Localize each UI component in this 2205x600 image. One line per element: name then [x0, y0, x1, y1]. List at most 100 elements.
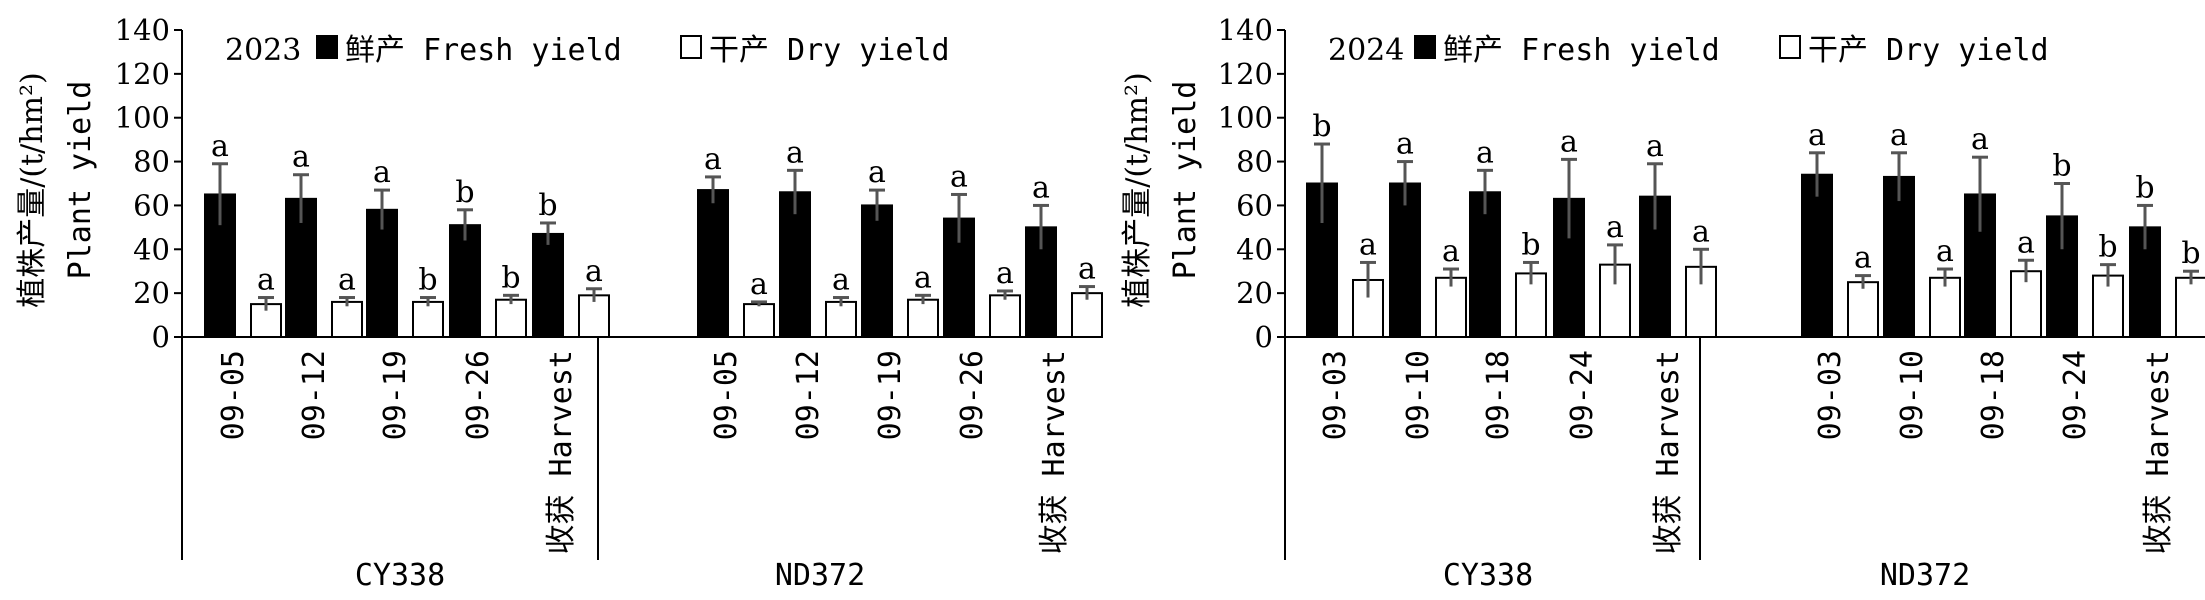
sig-letter-fresh: a [1808, 118, 1826, 153]
bar-dry [1599, 263, 1631, 338]
chart-panel-2024: 0 20 40 60 80 100 120 140 植株产量/(t/hm²) Plant yiel… [1120, 13, 2205, 593]
bar-dry [825, 300, 857, 338]
x-tick-label: 09-26 [461, 350, 496, 440]
group-label: CY338 [1443, 558, 1533, 593]
x-tick-label: 收获 Harvest [544, 350, 579, 555]
y-axis-label-cn: 植株产量/(t/hm²) [15, 72, 50, 307]
y-axis-label-cn: 植株产量/(t/hm²) [1120, 72, 1155, 307]
legend-dry-swatch [1779, 35, 1801, 59]
x-tick-label: 09-24 [1565, 350, 1600, 440]
sig-letter-fresh: a [211, 129, 229, 164]
sig-letter-dry: a [257, 263, 275, 298]
sig-letter-dry: b [418, 263, 437, 298]
legend-dry-label: 干产 Dry yield [1808, 33, 2049, 68]
x-tick-label: 09-03 [1318, 350, 1353, 440]
sig-letter-fresh: a [1560, 124, 1578, 159]
sig-letter-dry: a [1078, 252, 1096, 287]
bar-dry [1847, 281, 1879, 338]
bar-dry [989, 294, 1021, 339]
sig-letter-fresh: a [950, 159, 968, 194]
bar-dry [2175, 276, 2205, 338]
x-tick-label: 09-18 [1481, 350, 1516, 440]
sig-letter-dry: a [585, 254, 603, 289]
y-tick-label: 80 [1236, 145, 1273, 179]
x-tick-label: 09-12 [297, 350, 332, 440]
x-tick-label: 收获 Harvest [2141, 350, 2176, 555]
bar-fresh [1801, 173, 1833, 338]
x-tick-label: 09-10 [1895, 350, 1930, 440]
x-tick-label: 09-05 [216, 350, 251, 440]
sig-letter-dry: a [1936, 234, 1954, 269]
sig-letter-fresh: a [292, 140, 310, 175]
sig-letter-fresh: a [373, 155, 391, 190]
sig-letter-dry: a [832, 263, 850, 298]
bar-dry [578, 294, 610, 339]
bar-fresh [366, 208, 398, 338]
sig-letter-fresh: a [786, 135, 804, 170]
bar-fresh [1389, 182, 1421, 338]
bar-dry [743, 303, 775, 339]
sig-letter-fresh: b [538, 188, 557, 223]
sig-letter-fresh: a [704, 142, 722, 177]
y-tick-label: 120 [115, 57, 170, 91]
x-tick-label: 09-26 [955, 350, 990, 440]
sig-letter-dry: a [1606, 210, 1624, 245]
sig-letter-fresh: a [1890, 118, 1908, 153]
x-tick-label: 09-10 [1401, 350, 1436, 440]
y-tick-label: 0 [152, 320, 170, 354]
y-tick-label: 100 [1218, 101, 1273, 135]
bar-dry [907, 298, 939, 339]
sig-letter-dry: a [2017, 225, 2035, 260]
legend-fresh-label: 鲜产 Fresh yield [1443, 33, 1720, 68]
sig-letter-dry: b [1521, 227, 1540, 262]
bar-fresh [449, 224, 481, 339]
y-tick-label: 40 [133, 232, 170, 266]
sig-letter-fresh: b [1312, 109, 1331, 144]
x-tick-label: 09-03 [1813, 350, 1848, 440]
bar-fresh [861, 204, 893, 338]
group-label: ND372 [775, 558, 865, 593]
sig-letter-fresh: b [2135, 170, 2154, 205]
y-axis-label-en: Plant yield [1168, 81, 1203, 280]
bar-fresh [532, 232, 564, 338]
x-tick-label: 收获 Harvest [1037, 350, 1072, 555]
bar-dry [1435, 276, 1467, 338]
panel-year-label: 2024 [1328, 33, 1404, 68]
x-tick-label: 09-05 [709, 350, 744, 440]
sig-letter-dry: b [2181, 236, 2200, 271]
y-tick-label: 140 [1218, 13, 1273, 47]
y-tick-label: 20 [133, 276, 170, 310]
sig-letter-dry: b [501, 260, 520, 295]
legend-dry-swatch [680, 35, 702, 59]
y-tick-label: 60 [1236, 188, 1273, 222]
y-tick-label: 0 [1255, 320, 1273, 354]
chart-panel-2023: 0 20 40 60 80 100 120 140 植株产量/(t/hm²) Plant yiel… [15, 13, 1103, 593]
y-axis-label-en: Plant yield [63, 81, 98, 280]
legend-fresh-swatch [1414, 35, 1436, 59]
y-tick-label: 140 [115, 13, 170, 47]
x-tick-label: 09-18 [1976, 350, 2011, 440]
sig-letter-dry: a [996, 256, 1014, 291]
panel-year-label: 2023 [225, 33, 301, 68]
sig-letter-dry: a [338, 263, 356, 298]
sig-letter-dry: a [750, 267, 768, 302]
sig-letter-dry: a [1442, 234, 1460, 269]
y-tick-label: 40 [1236, 232, 1273, 266]
x-tick-label: 09-12 [791, 350, 826, 440]
y-tick-label: 80 [133, 145, 170, 179]
bar-dry [331, 300, 363, 338]
sig-letter-dry: a [914, 260, 932, 295]
sig-letter-fresh: a [1476, 135, 1494, 170]
x-tick-label: 09-19 [378, 350, 413, 440]
y-tick-label: 120 [1218, 57, 1273, 91]
bar-fresh [779, 191, 811, 338]
sig-letter-dry: b [2098, 230, 2117, 265]
sig-letter-fresh: a [1971, 122, 1989, 157]
sig-letter-dry: a [1692, 214, 1710, 249]
group-label: CY338 [355, 558, 445, 593]
bar-dry [495, 298, 527, 339]
x-tick-label: 09-24 [2058, 350, 2093, 440]
legend-fresh-label: 鲜产 Fresh yield [345, 33, 622, 68]
x-tick-label: 09-19 [873, 350, 908, 440]
